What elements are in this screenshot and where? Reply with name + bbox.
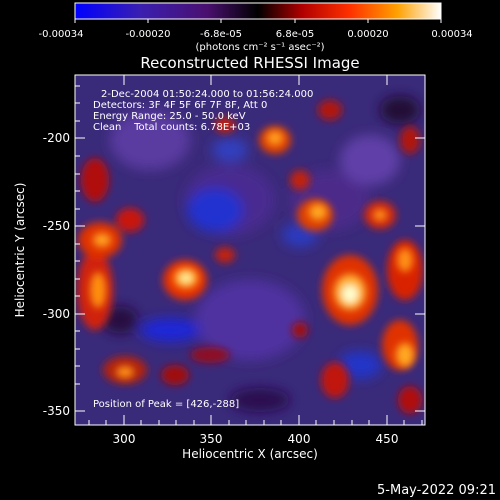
- x-axis-ticks: [88, 75, 423, 425]
- y-tick-label: -300: [43, 307, 70, 321]
- plot-title: Reconstructed RHESSI Image: [140, 54, 359, 72]
- x-tick-label: 450: [376, 432, 399, 446]
- x-axis-title: Heliocentric X (arcsec): [182, 447, 318, 461]
- y-tick-label: -200: [43, 131, 70, 145]
- colorbar: [74, 2, 442, 20]
- colorbar-tick-label: 0.00020: [347, 29, 388, 40]
- colorbar-tick-label: -0.00020: [126, 29, 171, 40]
- x-tick-label: 400: [288, 432, 311, 446]
- colorbar-tick-label: 0.00034: [431, 29, 472, 40]
- y-axis-ticks: [75, 85, 425, 412]
- y-tick-label: -350: [43, 404, 70, 418]
- colorbar-tick-label: -6.8e-05: [200, 29, 242, 40]
- x-tick-label: 300: [113, 432, 136, 446]
- y-tick-label: -250: [43, 219, 70, 233]
- colorbar-tick-label: -0.00034: [39, 29, 84, 40]
- colorbar-units-label: (photons cm⁻² s⁻¹ asec⁻²): [195, 42, 324, 53]
- info-time-range: 2-Dec-2004 01:50:24.000 to 01:56:24.000: [101, 89, 313, 100]
- x-tick-label: 350: [200, 432, 223, 446]
- info-clean-total-counts: Clean Total counts: 6.78E+03: [93, 122, 250, 133]
- info-energy-range: Energy Range: 25.0 - 50.0 keV: [93, 111, 246, 122]
- y-axis-title: Heliocentric Y (arcsec): [13, 183, 27, 318]
- footer-timestamp: 5-May-2022 09:21: [377, 483, 496, 498]
- colorbar-tick-label: 6.8e-05: [276, 29, 314, 40]
- colorbar-ticks: [74, 19, 442, 23]
- info-detectors: Detectors: 3F 4F 5F 6F 7F 8F, Att 0: [93, 100, 267, 111]
- info-peak-position: Position of Peak = [426,-288]: [93, 399, 239, 410]
- solar-image: [75, 75, 425, 425]
- plot-frame: [74, 74, 426, 426]
